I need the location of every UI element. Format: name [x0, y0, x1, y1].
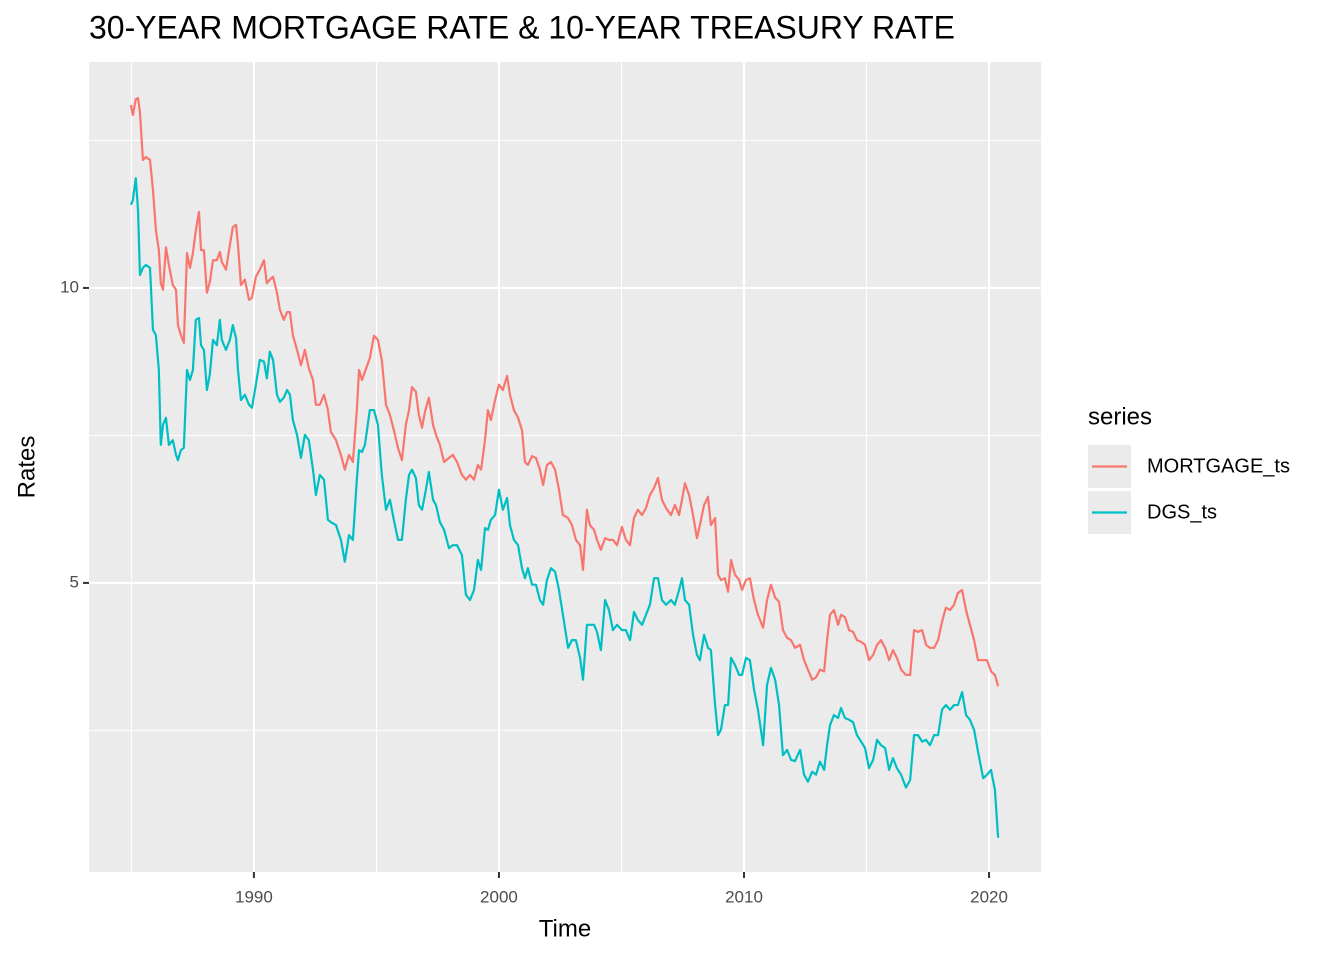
legend-title: series — [1088, 403, 1152, 430]
chart-title: 30-YEAR MORTGAGE RATE & 10-YEAR TREASURY… — [89, 9, 955, 45]
legend-label: DGS_ts — [1147, 501, 1217, 523]
x-tick-label: 2000 — [480, 887, 518, 906]
x-tick-label: 2020 — [970, 887, 1008, 906]
series-line — [129, 177, 1000, 838]
y-tick-label: 10 — [60, 277, 79, 296]
legend: MORTGAGE_ts DGS_ts — [1088, 445, 1290, 534]
series-line — [129, 96, 1000, 687]
y-axis-title: Rates — [13, 436, 40, 499]
y-tick-label: 5 — [70, 572, 79, 591]
x-axis-title: Time — [539, 915, 591, 942]
plot-panel — [89, 62, 1041, 872]
grid — [89, 62, 1041, 872]
x-tick-label: 2010 — [725, 887, 763, 906]
lines — [129, 96, 1000, 838]
legend-label: MORTGAGE_ts — [1147, 455, 1290, 477]
x-tick-label: 1990 — [235, 887, 273, 906]
